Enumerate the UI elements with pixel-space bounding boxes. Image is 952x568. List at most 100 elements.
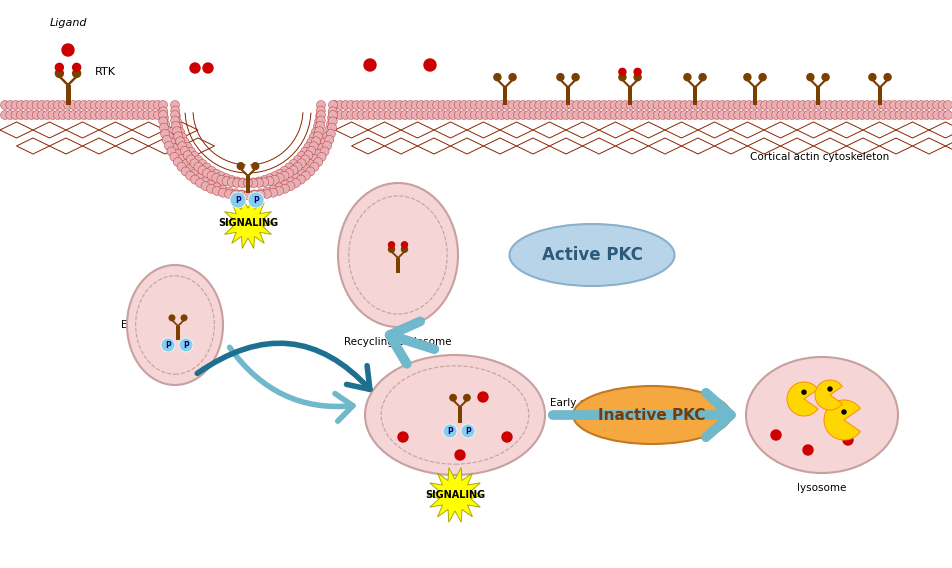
Circle shape xyxy=(416,101,426,110)
Circle shape xyxy=(550,111,560,119)
Circle shape xyxy=(172,117,181,126)
Circle shape xyxy=(149,101,157,110)
Circle shape xyxy=(609,111,619,119)
Circle shape xyxy=(792,101,801,110)
Circle shape xyxy=(830,111,839,119)
Circle shape xyxy=(524,111,532,119)
Circle shape xyxy=(765,111,774,119)
Circle shape xyxy=(190,169,199,178)
Circle shape xyxy=(776,111,785,119)
Circle shape xyxy=(636,101,645,110)
Circle shape xyxy=(782,111,790,119)
Circle shape xyxy=(232,177,242,186)
Ellipse shape xyxy=(127,265,223,385)
Circle shape xyxy=(684,101,694,110)
Circle shape xyxy=(680,101,688,110)
Circle shape xyxy=(159,123,169,132)
Circle shape xyxy=(207,166,216,175)
Circle shape xyxy=(327,117,337,126)
Circle shape xyxy=(883,101,892,110)
Circle shape xyxy=(58,101,68,110)
Polygon shape xyxy=(685,80,696,87)
Circle shape xyxy=(225,190,233,198)
Circle shape xyxy=(251,162,259,169)
Circle shape xyxy=(395,111,404,119)
Polygon shape xyxy=(870,80,881,87)
Circle shape xyxy=(293,156,302,165)
Circle shape xyxy=(230,189,240,198)
Circle shape xyxy=(424,59,436,71)
Circle shape xyxy=(230,190,240,199)
Circle shape xyxy=(186,164,194,173)
Circle shape xyxy=(727,111,737,119)
Circle shape xyxy=(161,338,175,352)
Circle shape xyxy=(723,111,731,119)
Circle shape xyxy=(373,101,382,110)
Circle shape xyxy=(62,44,74,56)
Text: RTK: RTK xyxy=(95,67,116,77)
Text: P: P xyxy=(165,340,170,349)
Circle shape xyxy=(286,182,295,191)
Circle shape xyxy=(212,183,221,192)
Circle shape xyxy=(341,101,350,110)
Circle shape xyxy=(311,137,320,146)
Polygon shape xyxy=(67,76,78,85)
Circle shape xyxy=(566,111,576,119)
Circle shape xyxy=(438,101,446,110)
Circle shape xyxy=(379,101,387,110)
Circle shape xyxy=(153,111,163,119)
Circle shape xyxy=(883,111,892,119)
Circle shape xyxy=(180,137,189,147)
Circle shape xyxy=(69,101,78,110)
Circle shape xyxy=(620,111,629,119)
Circle shape xyxy=(193,156,203,165)
Circle shape xyxy=(857,111,865,119)
Circle shape xyxy=(1,101,10,110)
Circle shape xyxy=(229,192,246,208)
Circle shape xyxy=(443,111,452,119)
Text: Early endosome: Early endosome xyxy=(549,398,633,408)
Ellipse shape xyxy=(745,357,897,473)
Circle shape xyxy=(862,101,871,110)
Circle shape xyxy=(786,101,796,110)
Circle shape xyxy=(819,101,828,110)
Circle shape xyxy=(792,111,801,119)
Circle shape xyxy=(577,101,586,110)
Circle shape xyxy=(16,111,26,119)
Circle shape xyxy=(189,63,200,73)
Circle shape xyxy=(316,106,325,115)
Circle shape xyxy=(684,74,690,81)
Circle shape xyxy=(633,74,641,81)
Circle shape xyxy=(265,174,274,183)
Circle shape xyxy=(486,111,495,119)
Circle shape xyxy=(80,111,89,119)
Circle shape xyxy=(878,101,887,110)
Circle shape xyxy=(237,190,246,199)
Circle shape xyxy=(85,111,94,119)
Polygon shape xyxy=(808,80,819,87)
Circle shape xyxy=(193,162,203,172)
Circle shape xyxy=(905,111,914,119)
Circle shape xyxy=(153,101,163,110)
Circle shape xyxy=(618,68,625,76)
Circle shape xyxy=(212,186,221,195)
Circle shape xyxy=(307,137,315,147)
Circle shape xyxy=(256,190,265,199)
Circle shape xyxy=(164,141,173,150)
Circle shape xyxy=(717,101,725,110)
Circle shape xyxy=(668,111,678,119)
Circle shape xyxy=(798,101,806,110)
Circle shape xyxy=(190,175,199,184)
Circle shape xyxy=(873,101,882,110)
Circle shape xyxy=(921,111,930,119)
Circle shape xyxy=(749,111,758,119)
Circle shape xyxy=(384,111,393,119)
Text: P: P xyxy=(183,340,188,349)
Circle shape xyxy=(317,152,326,161)
Circle shape xyxy=(733,111,742,119)
Circle shape xyxy=(478,392,487,402)
Circle shape xyxy=(465,101,473,110)
Circle shape xyxy=(932,101,941,110)
Circle shape xyxy=(159,117,168,126)
Circle shape xyxy=(186,171,194,180)
